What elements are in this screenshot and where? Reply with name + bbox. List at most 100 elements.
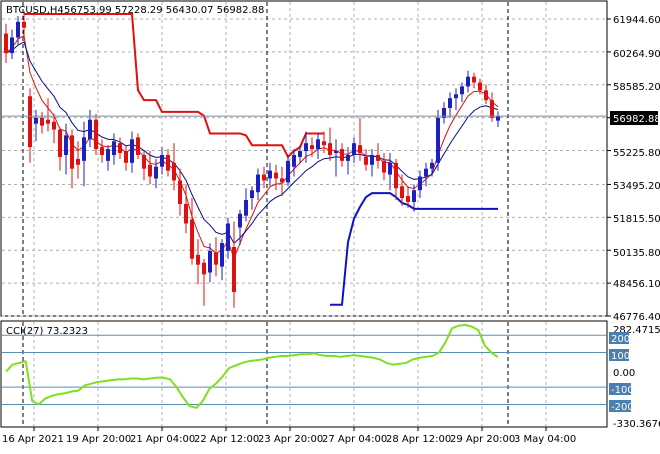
- price-tick: 46776.40: [613, 312, 660, 323]
- candle-bull: [466, 76, 470, 87]
- candle-bull: [220, 243, 224, 267]
- candle-bull: [496, 116, 500, 121]
- cci-tick: 0.00: [613, 368, 635, 379]
- candle-bear: [4, 33, 8, 54]
- ohlc-readout: 56753.99 57228.29 56430.07 56982.88: [64, 5, 264, 16]
- cci-line: [5, 323, 499, 410]
- candle-bear: [70, 135, 74, 169]
- ma-fast-line: [5, 34, 499, 260]
- candle-bull: [16, 21, 20, 38]
- candle-bear: [136, 137, 140, 155]
- candle-bull: [442, 107, 446, 118]
- time-tick: 16 Apr 2021: [2, 434, 64, 445]
- price-tick: 53495.20: [613, 181, 660, 192]
- candle-bull: [112, 141, 116, 155]
- cci-tick: 282.4715: [613, 325, 660, 336]
- time-tick: 19 Apr 20:00: [66, 434, 131, 445]
- candle-bear: [328, 143, 332, 155]
- price-tick: 50135.80: [613, 248, 660, 259]
- candle-bull: [106, 149, 110, 161]
- candle-bear: [364, 156, 368, 165]
- candle-bear: [484, 90, 488, 101]
- cci-tick: -100: [611, 385, 634, 396]
- candle-bear: [322, 141, 326, 146]
- candle-bear: [472, 76, 476, 83]
- time-tick: 22 Apr 12:00: [194, 434, 259, 445]
- candle-bear: [148, 164, 152, 177]
- resistance-stop-line: [24, 12, 324, 159]
- cci-panel-frame: [0, 320, 608, 428]
- cci-label: CCI(27) 73.2323: [6, 326, 88, 337]
- candle-bear: [406, 196, 410, 202]
- candle-bear: [100, 147, 104, 155]
- time-tick: 3 May 04:00: [514, 434, 576, 445]
- candle-bear: [274, 172, 278, 179]
- candle-bull: [256, 174, 260, 193]
- candle-bull: [286, 160, 290, 183]
- price-tick: 55225.80: [613, 148, 660, 159]
- candle-bear: [190, 219, 194, 259]
- candle-bull: [352, 143, 356, 155]
- candle-bear: [46, 119, 50, 124]
- candle-bear: [394, 162, 398, 189]
- candle-bear: [52, 121, 56, 130]
- candle-bear: [214, 252, 218, 265]
- candle-bull: [346, 154, 350, 161]
- candle-bull: [244, 200, 248, 216]
- candle-bear: [400, 186, 404, 199]
- candle-bear: [232, 247, 236, 293]
- candle-bear: [490, 100, 494, 118]
- candle-bear: [196, 254, 200, 265]
- candle-layer[interactable]: [4, 12, 500, 308]
- candle-bear: [280, 178, 284, 183]
- time-tick: 27 Apr 04:00: [322, 434, 387, 445]
- candle-bear: [310, 145, 314, 150]
- candle-bear: [166, 154, 170, 171]
- candle-bull: [298, 151, 302, 157]
- candle-bull: [292, 154, 296, 167]
- candle-bull: [388, 162, 392, 175]
- candle-bull: [10, 37, 14, 54]
- candle-bear: [22, 21, 26, 28]
- candle-bear: [478, 82, 482, 91]
- cci-tick: 200: [611, 334, 630, 345]
- candle-bear: [76, 158, 80, 165]
- cci-line-layer: [5, 323, 499, 410]
- candle-bear: [58, 129, 62, 157]
- price-tick: 51815.50: [613, 214, 660, 225]
- candle-bull: [64, 135, 68, 155]
- candle-bear: [40, 117, 44, 126]
- candle-bull: [460, 86, 464, 95]
- price-tick: 60264.90: [613, 49, 660, 60]
- candle-bear: [142, 154, 146, 169]
- candle-bull: [238, 213, 242, 228]
- candle-bull: [304, 143, 308, 152]
- candle-bull: [154, 166, 158, 179]
- candle-bull: [250, 190, 254, 199]
- candle-bear: [340, 149, 344, 161]
- candle-bear: [358, 145, 362, 154]
- candle-bull: [418, 176, 422, 191]
- price-tick: 58585.20: [613, 82, 660, 93]
- candle-bull: [226, 223, 230, 251]
- candle-bull: [130, 139, 134, 163]
- candle-bull: [208, 250, 212, 273]
- candle-bull: [424, 168, 428, 177]
- candle-bull: [82, 137, 86, 161]
- candle-bull: [412, 190, 416, 202]
- price-tick: 48456.10: [613, 279, 660, 290]
- candle-bull: [160, 154, 164, 167]
- candle-bear: [376, 154, 380, 161]
- grid-layer: [2, 2, 611, 431]
- candle-bear: [184, 203, 188, 224]
- candle-bear: [28, 96, 32, 148]
- candle-bear: [124, 151, 128, 163]
- candle-bull: [370, 154, 374, 165]
- time-tick: 21 Apr 04:00: [130, 434, 195, 445]
- candle-bull: [430, 162, 434, 169]
- time-tick: 23 Apr 20:00: [258, 434, 323, 445]
- cci-tick: -330.3676: [613, 419, 660, 430]
- current-price-badge: 56982.88: [610, 111, 660, 125]
